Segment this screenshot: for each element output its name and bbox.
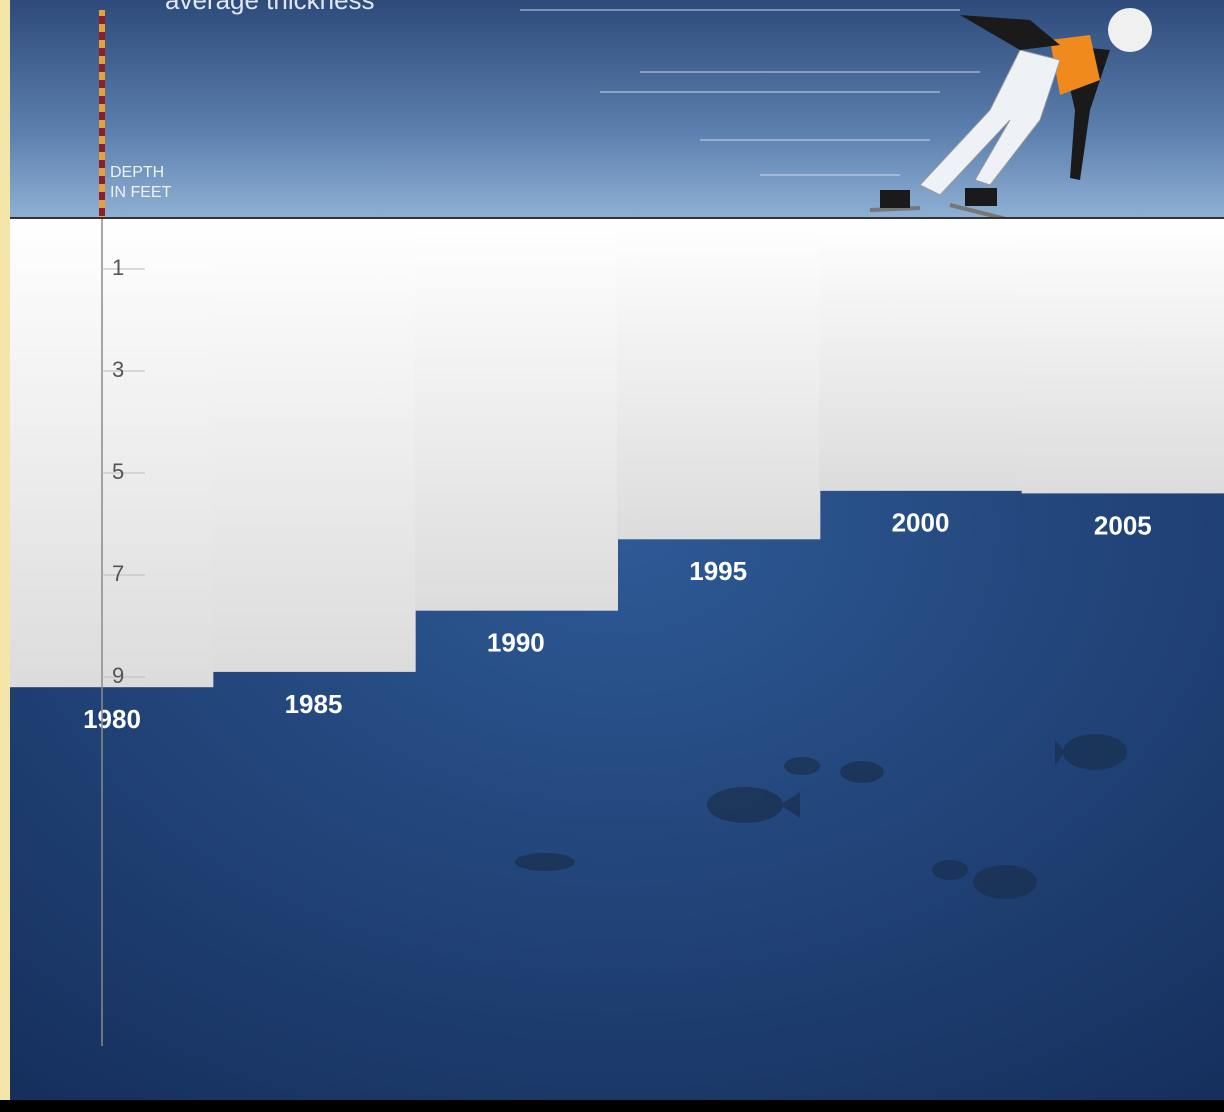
ice-bar <box>617 218 821 540</box>
depth-pole <box>99 10 105 218</box>
y-tick-label: 3 <box>112 357 124 382</box>
y-tick-label: 9 <box>112 663 124 688</box>
fish <box>515 734 1127 899</box>
y-axis-label-text: DEPTH <box>110 164 169 181</box>
y-axis-label-text: IN FEET <box>110 184 172 201</box>
ice-bar <box>212 218 416 672</box>
x-tick-label: 1995 <box>689 556 747 586</box>
ice-bar <box>414 218 618 611</box>
y-axis-label: DEPTH IN FEET <box>110 164 172 201</box>
chart-title: average thickness <box>165 0 375 15</box>
x-tick-label: 1985 <box>285 689 343 719</box>
ice-bar <box>1021 218 1224 494</box>
x-tick-label: 1990 <box>487 628 545 658</box>
x-tick-label: 2005 <box>1094 510 1152 540</box>
bottom-bar <box>0 1100 1224 1112</box>
speed-lines <box>520 9 980 176</box>
ice-bar <box>10 218 214 688</box>
x-tick-label: 1980 <box>83 704 141 734</box>
skater <box>869 8 1152 222</box>
ice-bar <box>819 218 1023 491</box>
y-tick-label: 1 <box>112 255 124 280</box>
x-tick-label: 2000 <box>892 508 950 538</box>
y-tick-label: 5 <box>112 459 124 484</box>
y-tick-label: 7 <box>112 561 124 586</box>
